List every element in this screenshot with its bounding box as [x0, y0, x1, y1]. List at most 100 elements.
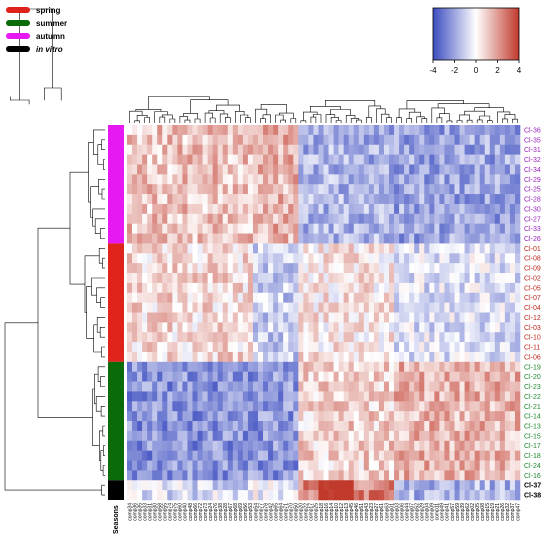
- heatmap-cell: [414, 391, 420, 402]
- heatmap-cell: [132, 282, 138, 294]
- row-label: Cl-30: [524, 206, 541, 213]
- heatmap-cell: [429, 450, 435, 461]
- heatmap-cell: [459, 213, 465, 224]
- heatmap-cell: [177, 233, 183, 244]
- heatmap-cell: [323, 144, 329, 155]
- heatmap-cell: [247, 223, 254, 234]
- heatmap-cell: [142, 460, 148, 471]
- heatmap-cell: [298, 263, 304, 274]
- heatmap-cell: [313, 243, 319, 254]
- heatmap-cell: [268, 371, 274, 382]
- heatmap-cell: [328, 411, 334, 422]
- heatmap-cell: [383, 342, 390, 353]
- heatmap-cell: [273, 440, 279, 451]
- heatmap-cell: [127, 450, 133, 461]
- heatmap-cell: [152, 440, 158, 451]
- heatmap-cell: [449, 233, 455, 244]
- column-label: comp76: [213, 503, 219, 521]
- heatmap-cell: [449, 421, 455, 432]
- heatmap-cell: [383, 134, 390, 146]
- heatmap-cell: [242, 470, 249, 481]
- heatmap-cell: [499, 371, 506, 382]
- heatmap-cell: [127, 282, 133, 294]
- heatmap-cell: [167, 430, 173, 442]
- heatmap-cell: [313, 440, 319, 451]
- heatmap-cell: [444, 440, 450, 451]
- column-label: comp65: [273, 503, 279, 521]
- heatmap-cell: [378, 371, 385, 382]
- heatmap-cell: [288, 351, 294, 363]
- heatmap-cell: [328, 381, 334, 392]
- heatmap-cell: [167, 351, 173, 363]
- heatmap-cell: [157, 184, 163, 195]
- heatmap-cell: [252, 184, 259, 195]
- heatmap-cell: [167, 125, 173, 136]
- heatmap-cell: [479, 401, 486, 412]
- heatmap-cell: [162, 381, 168, 392]
- heatmap-cell: [394, 223, 400, 234]
- heatmap-cell: [283, 480, 289, 491]
- heatmap-cell: [283, 134, 289, 146]
- heatmap-cell: [127, 342, 133, 353]
- heatmap-cell: [484, 421, 491, 432]
- heatmap-cell: [147, 263, 153, 274]
- heatmap-cell: [333, 273, 339, 284]
- heatmap-cell: [202, 332, 208, 343]
- heatmap-cell: [434, 144, 440, 155]
- heatmap-cell: [247, 134, 254, 146]
- heatmap-cell: [414, 460, 420, 471]
- column-label: comp63: [384, 503, 390, 521]
- heatmap-cell: [338, 371, 344, 382]
- heatmap-cell: [373, 450, 380, 461]
- heatmap-cell: [333, 125, 339, 136]
- heatmap-cell: [454, 203, 460, 215]
- heatmap-cell: [363, 430, 370, 442]
- heatmap-cell: [142, 322, 148, 333]
- heatmap-cell: [404, 391, 410, 402]
- heatmap-cell: [152, 460, 158, 471]
- heatmap-cell: [308, 134, 314, 146]
- heatmap-cell: [192, 430, 198, 442]
- heatmap-cell: [479, 351, 486, 363]
- heatmap-cell: [424, 273, 430, 284]
- heatmap-cell: [459, 154, 465, 165]
- heatmap-cell: [298, 282, 304, 294]
- heatmap-cell: [227, 184, 234, 195]
- heatmap-cell: [348, 194, 355, 205]
- heatmap-cell: [494, 351, 501, 363]
- heatmap-cell: [212, 144, 218, 155]
- season-legend: spring summer autumn in vitro: [6, 4, 67, 56]
- heatmap-cell: [383, 480, 390, 491]
- heatmap-cell: [373, 351, 380, 363]
- heatmap-cell: [303, 273, 309, 284]
- heatmap-cell: [242, 184, 249, 195]
- heatmap-cell: [197, 421, 203, 432]
- heatmap-cell: [509, 302, 516, 313]
- heatmap-cell: [363, 361, 370, 373]
- heatmap-cell: [303, 480, 309, 491]
- heatmap-cell: [489, 263, 496, 274]
- heatmap-cell: [449, 223, 455, 234]
- heatmap-cell: [449, 332, 455, 343]
- heatmap-cell: [358, 332, 365, 343]
- heatmap-cell: [258, 164, 264, 175]
- heatmap-cell: [424, 490, 430, 501]
- heatmap-cell: [389, 421, 395, 432]
- heatmap-cell: [494, 450, 501, 461]
- heatmap-cell: [258, 184, 264, 195]
- heatmap-cell: [273, 332, 279, 343]
- season-bar-segment: [108, 361, 124, 481]
- column-label: comp44: [404, 503, 410, 521]
- heatmap-cell: [172, 470, 178, 481]
- heatmap-cell: [172, 243, 178, 254]
- heatmap-cell: [373, 203, 380, 215]
- heatmap-cells: [127, 125, 521, 501]
- heatmap-cell: [308, 401, 314, 412]
- heatmap-cell: [192, 174, 198, 185]
- heatmap-cell: [338, 134, 344, 146]
- heatmap-cell: [358, 233, 365, 244]
- heatmap-cell: [268, 470, 274, 481]
- heatmap-cell: [469, 401, 475, 412]
- heatmap-cell: [242, 480, 249, 491]
- heatmap-cell: [258, 351, 264, 363]
